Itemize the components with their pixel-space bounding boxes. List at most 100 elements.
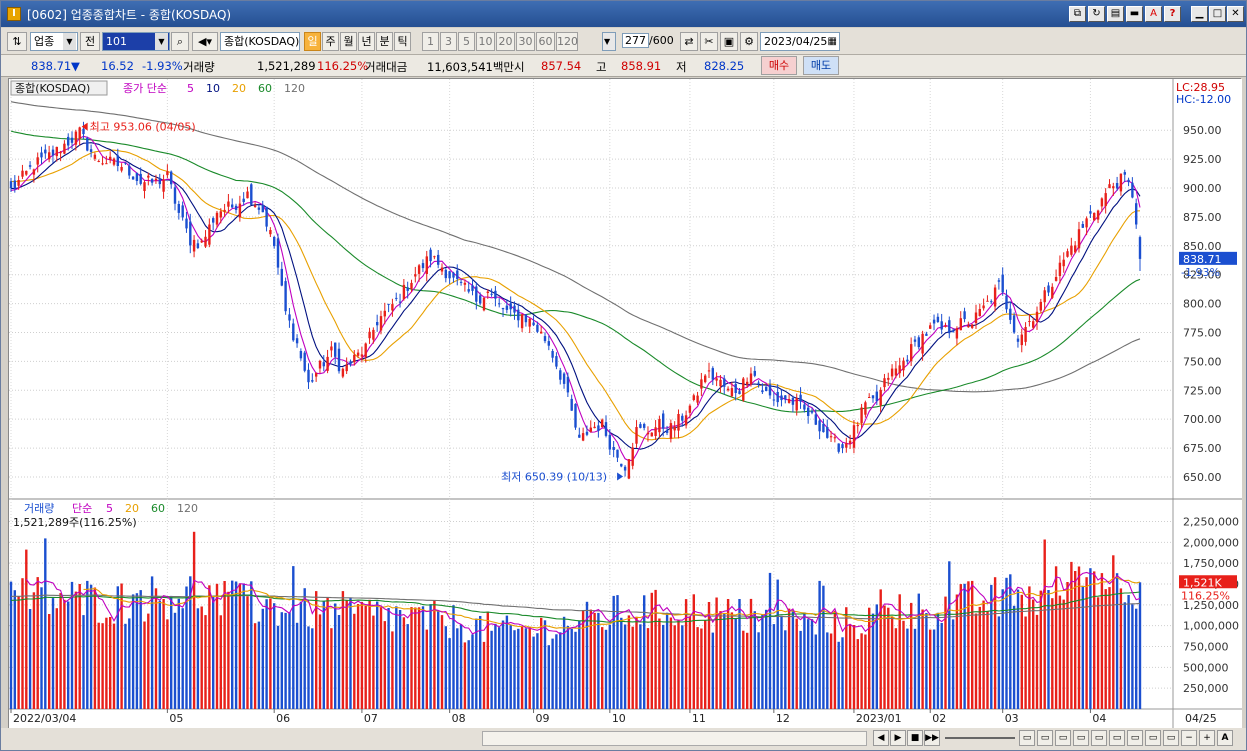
- period-button[interactable]: 주: [322, 32, 339, 51]
- zoom-icon-b[interactable]: ▭: [1037, 730, 1053, 746]
- chart-type-icon[interactable]: ⇅: [7, 32, 27, 51]
- candle-body: [402, 284, 406, 300]
- window-title: [0602] 업종종합차트 - 종합(KOSDAQ): [27, 8, 232, 22]
- link-window-icon[interactable]: ⧉: [1069, 6, 1086, 22]
- candle-body: [498, 303, 501, 305]
- sound-icon[interactable]: ◀▾: [192, 32, 218, 51]
- buy-button[interactable]: 매수: [761, 56, 797, 75]
- zoom-icon-a[interactable]: ▭: [1019, 730, 1035, 746]
- x-tick-label: 07: [364, 712, 378, 725]
- refresh-icon[interactable]: ↻: [1088, 6, 1105, 22]
- market-select[interactable]: 업종 ▼: [30, 32, 78, 51]
- price-legend-item: 120: [284, 82, 305, 95]
- print-icon[interactable]: ▤: [1107, 6, 1124, 22]
- interval-button[interactable]: 3: [440, 32, 457, 51]
- code-input[interactable]: 101 ▼: [102, 32, 170, 51]
- candle-body: [55, 146, 58, 157]
- chart-scrollbar[interactable]: ◀ ▶ ■ ▶▶ ▭ ▭ ▭ ▭ ▭ ▭ ▭ ▭ ▭ − + A: [1, 728, 1246, 750]
- chevron-down-icon[interactable]: ▼: [602, 32, 616, 51]
- interval-button[interactable]: 1: [422, 32, 439, 51]
- interval-button[interactable]: 5: [458, 32, 475, 51]
- volume-bar: [658, 618, 661, 709]
- volume-bar: [822, 585, 825, 709]
- prev-button[interactable]: 전: [80, 32, 100, 51]
- candle-body: [688, 405, 692, 413]
- candle-body: [543, 336, 547, 342]
- candle-body: [692, 395, 695, 400]
- calendar-icon[interactable]: ▦: [827, 36, 837, 47]
- volume-bar: [1108, 587, 1111, 709]
- zoom-slider[interactable]: [945, 737, 1015, 739]
- save-icon[interactable]: ▣: [720, 32, 738, 51]
- interval-button[interactable]: 30: [516, 32, 535, 51]
- interval-button[interactable]: 120: [556, 32, 578, 51]
- chart-svg[interactable]: 650.00 675.00 700.00 725.00 750.00 775.00 800.…: [9, 79, 1242, 729]
- candle-body: [17, 180, 20, 186]
- scroll-track[interactable]: [482, 731, 867, 746]
- volume-bar: [566, 625, 570, 709]
- volume-bar: [654, 589, 657, 709]
- minimize-button[interactable]: ▁: [1191, 6, 1208, 22]
- chevron-down-icon[interactable]: ▼: [63, 33, 76, 50]
- candle-body: [414, 274, 417, 277]
- volume-bar: [131, 594, 135, 709]
- candle-body: [219, 211, 222, 218]
- period-button[interactable]: 틱: [394, 32, 411, 51]
- toolbar-top: ⇅ 업종 ▼ 전 101 ▼ ⌕ ◀▾ 종합(KOSDAQ) ▼ 277/600 ⇄…: [1, 28, 1246, 55]
- zoom-icon-e[interactable]: ▭: [1091, 730, 1107, 746]
- help-icon[interactable]: ?: [1164, 6, 1181, 22]
- font-size-icon[interactable]: A: [1217, 730, 1233, 746]
- tool-icon[interactable]: ✂: [700, 32, 718, 51]
- maximize-button[interactable]: □: [1209, 6, 1226, 22]
- close-button[interactable]: ✕: [1227, 6, 1244, 22]
- interval-button[interactable]: 60: [536, 32, 555, 51]
- volume-bar: [253, 623, 257, 709]
- stop-button[interactable]: ■: [907, 730, 923, 746]
- candle-body: [391, 304, 394, 311]
- title-bar[interactable]: I [0602] 업종종합차트 - 종합(KOSDAQ) ⧉ ↻ ▤ ▬ A ?…: [1, 1, 1246, 27]
- zoom-icon-c[interactable]: ▭: [1055, 730, 1071, 746]
- volume-bar: [269, 598, 272, 709]
- zoom-out-icon[interactable]: −: [1181, 730, 1197, 746]
- volume-bar: [55, 608, 58, 709]
- period-button[interactable]: 일: [304, 32, 321, 51]
- low-value: 828.25: [704, 59, 745, 73]
- search-icon[interactable]: ⌕: [171, 32, 189, 51]
- period-button[interactable]: 월: [340, 32, 357, 51]
- candle-body: [147, 175, 150, 178]
- alert-icon[interactable]: A: [1145, 6, 1162, 22]
- name-field[interactable]: 종합(KOSDAQ): [220, 32, 300, 51]
- volume-bar: [326, 597, 329, 709]
- period-button[interactable]: 년: [358, 32, 375, 51]
- volume-bar: [536, 633, 539, 709]
- volume-bar: [490, 630, 493, 709]
- zoom-in-icon[interactable]: +: [1199, 730, 1215, 746]
- zoom-icon-d[interactable]: ▭: [1073, 730, 1089, 746]
- scroll-right-button[interactable]: ▶: [890, 730, 906, 746]
- pin-icon[interactable]: ▬: [1126, 6, 1143, 22]
- chevron-down-icon[interactable]: ▼: [155, 33, 168, 50]
- count-field[interactable]: 277/600: [619, 32, 673, 51]
- volume-tick-label: 2,000,000: [1183, 536, 1239, 549]
- period-button[interactable]: 분: [376, 32, 393, 51]
- interval-button[interactable]: 20: [496, 32, 515, 51]
- candle-body: [463, 282, 467, 285]
- candle-body: [372, 329, 375, 340]
- scroll-left-button[interactable]: ◀: [873, 730, 889, 746]
- volume-bar: [597, 612, 600, 709]
- zoom-icon-f[interactable]: ▭: [1109, 730, 1125, 746]
- candle-body: [1112, 186, 1115, 189]
- date-field[interactable]: 2023/04/25 ▦: [760, 32, 840, 51]
- sell-button[interactable]: 매도: [803, 56, 839, 75]
- interval-button[interactable]: 10: [476, 32, 495, 51]
- volume-bar: [772, 624, 776, 709]
- chart-area[interactable]: 650.00 675.00 700.00 725.00 750.00 775.00 800.…: [8, 78, 1242, 729]
- zoom-icon-i[interactable]: ▭: [1163, 730, 1179, 746]
- fast-forward-button[interactable]: ▶▶: [924, 730, 940, 746]
- scroll-left-icon[interactable]: ⇄: [680, 32, 698, 51]
- change-pct: -1.93%: [142, 59, 183, 73]
- zoom-icon-h[interactable]: ▭: [1145, 730, 1161, 746]
- gear-icon[interactable]: ⚙: [740, 32, 758, 51]
- zoom-icon-g[interactable]: ▭: [1127, 730, 1143, 746]
- candle-body: [1028, 321, 1031, 322]
